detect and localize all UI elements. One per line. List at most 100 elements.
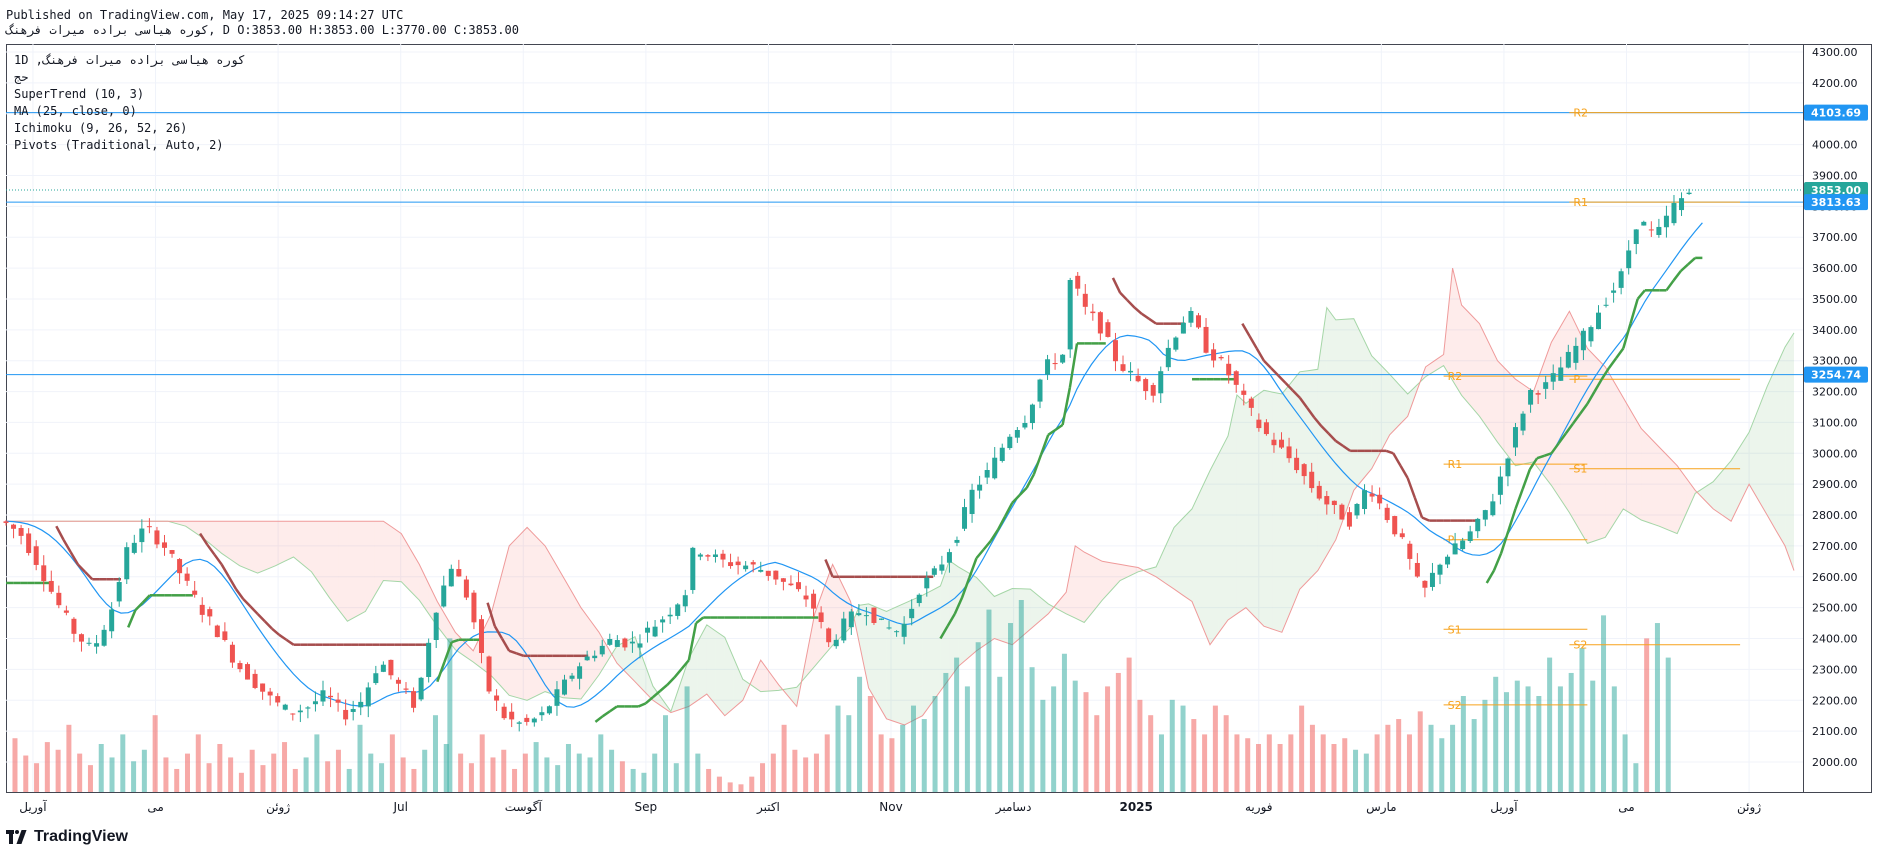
candle-body: [697, 554, 703, 557]
supertrend-segment: [1313, 416, 1323, 427]
cloud-segment: [239, 521, 249, 570]
candle-body: [320, 690, 326, 702]
legend-supertrend[interactable]: SuperTrend (10, 3): [14, 87, 145, 101]
candle-body: [999, 447, 1005, 461]
candle-body: [161, 542, 167, 548]
cloud-segment: [221, 521, 231, 560]
cloud-segment: [1587, 348, 1597, 544]
volume-bar: [587, 757, 593, 792]
supertrend-segment: [1528, 457, 1539, 471]
symbol-ohlc-line: ﮐﻮﺭﻩ ﻫﯿﺎﺳﯽ ﺑﺮاﺩﻩ ﻣﻴﺮاﺕ ﻓﺮﻫﻨﮓ, D O:3853.0…: [6, 23, 519, 37]
candle-body: [1203, 326, 1209, 353]
cloud-segment: [895, 603, 905, 725]
price-label-text: 4103.69: [1811, 107, 1861, 120]
cloud-segment: [751, 660, 761, 692]
candle-body: [1467, 531, 1473, 542]
supertrend-segment: [1291, 389, 1301, 399]
supertrend-segment: [1392, 452, 1402, 467]
candle-body: [335, 699, 341, 703]
supertrend-segment: [601, 710, 611, 718]
y-tick-label: 3300.00: [1812, 355, 1858, 368]
candle-body: [1490, 501, 1496, 516]
cloud-segment: [1614, 382, 1624, 524]
candle-body: [448, 568, 454, 587]
candle-body: [735, 561, 741, 566]
volume-bar: [379, 763, 385, 792]
legend-ichimoku[interactable]: Ichimoku (9, 26, 52, 26): [14, 121, 188, 135]
volume-bar: [1374, 734, 1380, 792]
candle-body: [124, 547, 130, 580]
supertrend-segment: [953, 597, 964, 615]
supertrend-segment: [1579, 403, 1589, 415]
candle-body: [607, 639, 613, 645]
candle-body: [1022, 422, 1028, 428]
cloud-segment: [1722, 460, 1732, 522]
volume-bar: [66, 724, 72, 792]
cloud-segment: [868, 603, 878, 704]
volume-bar: [1094, 715, 1100, 792]
candle-body: [660, 619, 666, 623]
cloud-segment: [347, 521, 357, 622]
cloud-segment: [1560, 311, 1570, 513]
volume-bar: [576, 753, 582, 792]
volume-bar: [1439, 738, 1445, 792]
cloud-segment: [230, 521, 240, 566]
volume-bars: [12, 600, 1671, 792]
supertrend-segment: [1140, 312, 1150, 320]
cloud-segment: [1290, 371, 1300, 611]
candle-body: [207, 609, 213, 617]
supertrend-segment: [1385, 449, 1394, 455]
legend-pivots[interactable]: Pivots (Traditional, Auto, 2): [14, 138, 224, 152]
y-tick-label: 2000.00: [1812, 756, 1858, 769]
volume-bar: [447, 638, 453, 792]
y-tick-label: 4200.00: [1812, 77, 1858, 90]
cloud-segment: [913, 595, 923, 721]
volume-bar: [1482, 699, 1488, 792]
cloud-segment: [1254, 390, 1264, 627]
cloud-segment: [1407, 385, 1417, 417]
cloud-segment: [886, 607, 896, 722]
cloud-segment: [284, 521, 294, 562]
candle-body: [94, 643, 100, 647]
candle-body: [1422, 580, 1428, 588]
candle-body: [1045, 359, 1051, 375]
tradingview-brand[interactable]: TradingView: [6, 828, 128, 846]
supertrend-segment: [1342, 444, 1351, 452]
legend-ma[interactable]: MA (25, close, 0): [14, 104, 137, 118]
candle-body: [486, 656, 492, 692]
supertrend-segment: [493, 625, 504, 640]
cloud-segment: [1093, 556, 1103, 612]
volume-bar: [1353, 749, 1359, 792]
y-tick-label: 2500.00: [1812, 602, 1858, 615]
supertrend-segment: [1298, 397, 1309, 409]
cloud-segment: [1227, 394, 1237, 620]
cloud-segment: [1758, 386, 1768, 516]
supertrend-segment: [666, 676, 676, 686]
supertrend-segment: [996, 515, 1007, 531]
volume-bar: [824, 734, 830, 792]
cloud-segment: [1344, 318, 1354, 516]
candle-body: [780, 578, 786, 582]
cloud-segment: [509, 536, 519, 698]
cloud-segment: [1452, 268, 1462, 396]
candle-body: [1384, 507, 1390, 521]
volume-bar: [174, 768, 180, 792]
volume-bar: [1644, 638, 1650, 792]
candle-body: [1014, 429, 1020, 438]
volume-bar: [630, 768, 636, 792]
candle-body: [1195, 315, 1201, 328]
cloud-segment: [1506, 369, 1516, 466]
volume-bar: [943, 672, 949, 792]
cloud-segment: [1443, 268, 1453, 381]
volume-bar: [1223, 715, 1229, 792]
cloud-segment: [1785, 332, 1795, 571]
candle-body: [26, 533, 32, 553]
pivot-levels: R2 R1 P S1 S2 R2 R1 P S1 S2: [1443, 107, 1741, 712]
candle-body: [758, 569, 764, 572]
volume-bar: [109, 757, 115, 792]
cloud-segment: [859, 603, 869, 688]
candle-body: [1271, 439, 1277, 446]
volume-bar: [1385, 724, 1391, 792]
volume-bar: [1018, 600, 1024, 792]
